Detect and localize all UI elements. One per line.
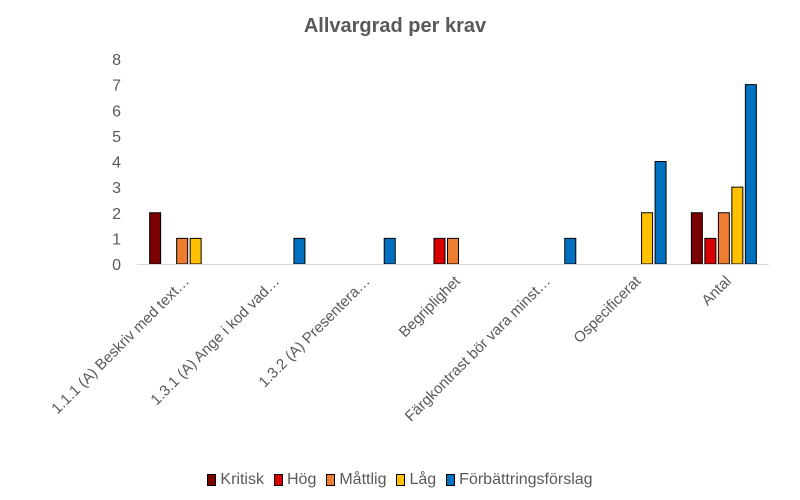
legend-swatch	[273, 474, 283, 486]
bar-förbättringsförslag-2	[383, 237, 396, 265]
legend-swatch	[446, 474, 456, 486]
bar-förbättringsförslag-4	[564, 237, 577, 265]
bar-låg-0	[189, 237, 202, 265]
bar-måttlig-3	[447, 237, 459, 265]
legend-swatch	[207, 474, 217, 486]
legend-swatch	[326, 474, 336, 486]
bar-förbättringsförslag-5	[654, 161, 667, 265]
bars	[149, 84, 757, 265]
legend-label: Kritisk	[220, 471, 264, 488]
chart-title: Allvargrad per krav	[304, 15, 487, 37]
legend-swatch	[396, 474, 406, 486]
x-tick-label: Begriplighet	[396, 272, 465, 341]
bar-låg-5	[641, 212, 654, 265]
bar-måttlig-0	[176, 237, 189, 265]
bar-låg-6	[731, 186, 744, 265]
y-tick-label: 8	[112, 52, 121, 69]
bar-förbättringsförslag-6	[744, 84, 757, 265]
x-tick-label: Ospecificerat	[570, 272, 645, 347]
legend-label: Måttlig	[339, 471, 387, 488]
bar-hög-3	[433, 237, 446, 265]
legend-item-måttlig: Måttlig	[326, 471, 386, 489]
bar-kritisk-6	[690, 212, 703, 265]
y-tick-label: 6	[112, 103, 121, 120]
y-tick-label: 5	[112, 129, 121, 146]
y-axis: 0 1 2 3 4 5 6 7 8	[112, 52, 121, 274]
legend-label: Förbättringsförslag	[459, 471, 593, 488]
x-tick-label: Färgkontrast bör vara minst…	[402, 273, 554, 425]
y-tick-label: 4	[112, 155, 121, 172]
y-tick-label: 7	[112, 78, 121, 95]
legend-item-förbättringsförslag: Förbättringsförslag	[446, 471, 593, 489]
bar-hög-6	[704, 237, 717, 265]
legend-label: Hög	[286, 471, 317, 488]
x-axis: 1.1.1 (A) Beskriv med text…1.3.1 (A) Ang…	[48, 272, 734, 425]
y-tick-label: 3	[112, 180, 121, 197]
legend-label: Låg	[409, 471, 437, 488]
y-tick-label: 0	[112, 257, 121, 274]
legend-item-hög: Hög	[273, 471, 317, 489]
y-tick-label: 2	[112, 206, 121, 223]
legend: Kritisk Hög Måttlig Låg Förbättringsförslag	[0, 466, 800, 494]
legend-item-kritisk: Kritisk	[207, 471, 264, 489]
bar-förbättringsförslag-1	[293, 237, 306, 265]
legend-item-låg: Låg	[396, 471, 436, 489]
bar-måttlig-6	[717, 212, 730, 265]
y-tick-label: 1	[112, 231, 121, 248]
bar-kritisk-0	[149, 212, 162, 265]
x-tick-label: Antal	[698, 273, 734, 309]
